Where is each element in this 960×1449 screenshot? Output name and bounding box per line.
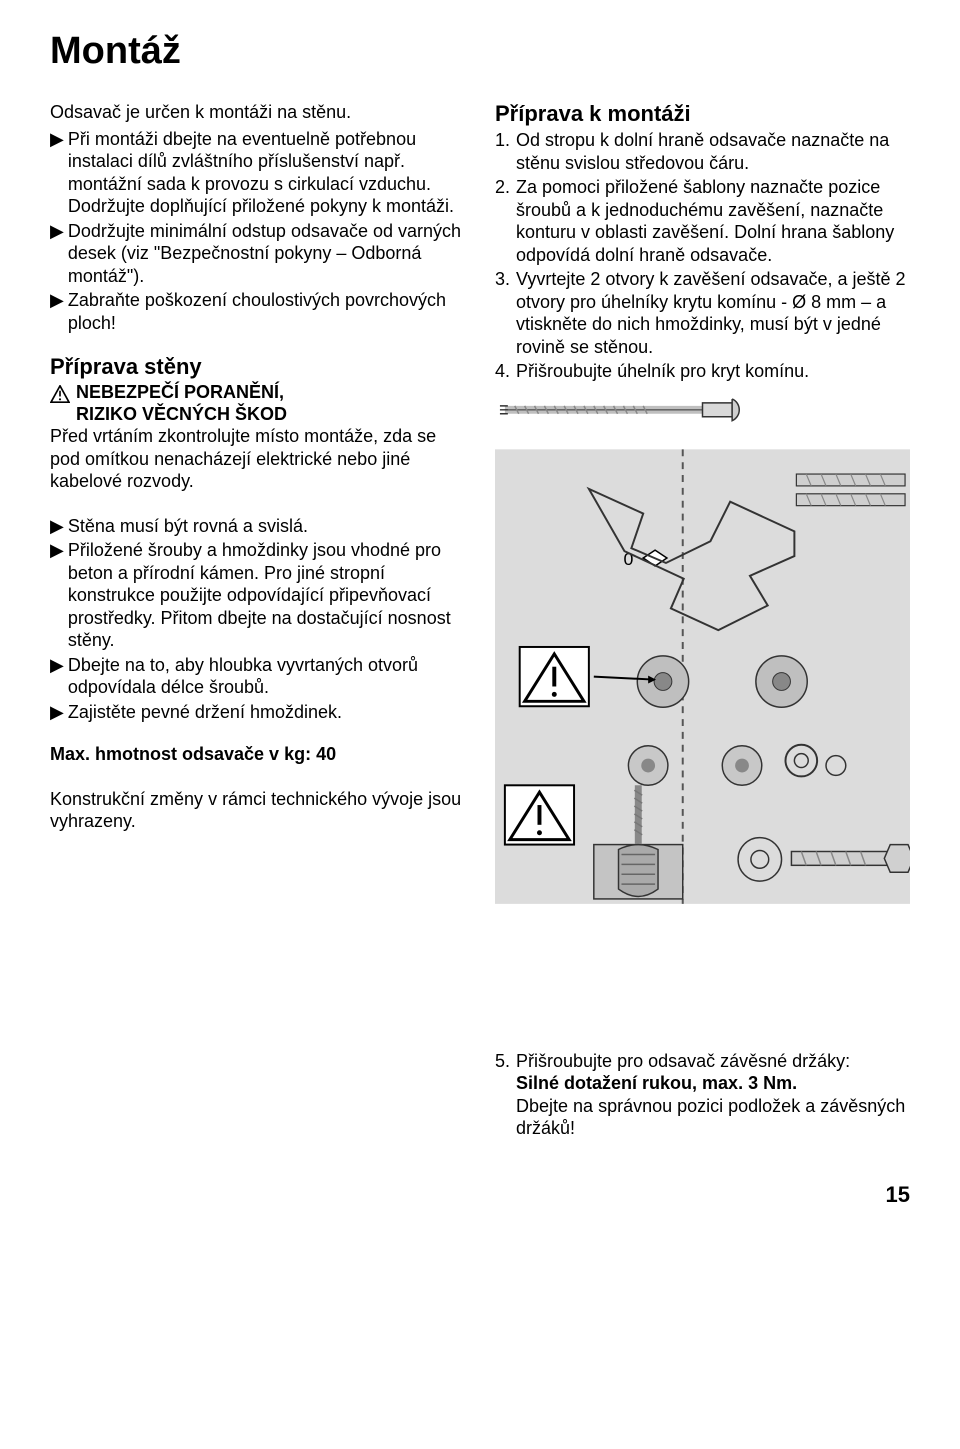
- bullet-item: ▶ Při montáži dbejte na eventuelně potře…: [50, 128, 465, 218]
- step-text: Přišroubujte úhelník pro kryt komínu.: [516, 360, 809, 383]
- bullet-item: ▶ Zabraňte poškození choulostivých povrc…: [50, 289, 465, 334]
- bullet-item: ▶ Dodržujte minimální odstup odsavače od…: [50, 220, 465, 288]
- triangle-bullet-icon: ▶: [50, 701, 64, 724]
- max-weight: Max. hmotnost odsavače v kg: 40: [50, 743, 465, 766]
- step5-rest: Dbejte na správnou pozici podložek a záv…: [516, 1096, 905, 1139]
- intro-text: Odsavač je určen k montáži na stěnu.: [50, 101, 465, 124]
- step-text: Přišroubujte pro odsavač závěsné držáky:…: [516, 1050, 910, 1140]
- page-number: 15: [50, 1182, 910, 1208]
- triangle-bullet-icon: ▶: [50, 515, 64, 538]
- mounting-diagram-icon: 0: [495, 395, 910, 1027]
- bullet-item: ▶ Stěna musí být rovná a svislá.: [50, 515, 465, 538]
- step-number: 2.: [495, 176, 510, 266]
- step-text: Vyvrtejte 2 otvory k zavěšení odsavače, …: [516, 268, 910, 358]
- bullet-text: Dbejte na to, aby hloubka vyvrtaných otv…: [68, 654, 465, 699]
- mounting-illustration: 0: [495, 395, 910, 1032]
- bullet-item: ▶ Přiložené šrouby a hmoždinky jsou vhod…: [50, 539, 465, 652]
- design-change-note: Konstrukční změny v rámci technického vý…: [50, 788, 465, 833]
- triangle-bullet-icon: ▶: [50, 128, 64, 151]
- step-item: 5. Přišroubujte pro odsavač závěsné držá…: [495, 1050, 910, 1140]
- warning-row: NEBEZPEČÍ PORANĚNÍ, RIZIKO VĚCNÝCH ŠKOD: [50, 382, 465, 425]
- page-title: Montáž: [50, 30, 910, 73]
- step5-intro: Přišroubujte pro odsavač závěsné držáky:: [516, 1051, 850, 1071]
- bullet-text: Stěna musí být rovná a svislá.: [68, 515, 308, 538]
- step-number: 4.: [495, 360, 510, 383]
- warning-line-1: NEBEZPEČÍ PORANĚNÍ,: [76, 382, 287, 404]
- step-item: 3. Vyvrtejte 2 otvory k zavěšení odsavač…: [495, 268, 910, 358]
- step-item: 1. Od stropu k dolní hraně odsavače nazn…: [495, 129, 910, 174]
- step-item: 4. Přišroubujte úhelník pro kryt komínu.: [495, 360, 910, 383]
- bullet-text: Přiložené šrouby a hmoždinky jsou vhodné…: [68, 539, 465, 652]
- bullet-text: Při montáži dbejte na eventuelně potřebn…: [68, 128, 465, 218]
- step-item: 2. Za pomoci přiložené šablony naznačte …: [495, 176, 910, 266]
- bullet-text: Zabraňte poškození choulostivých povrcho…: [68, 289, 465, 334]
- triangle-bullet-icon: ▶: [50, 220, 64, 243]
- bullet-text: Zajistěte pevné držení hmoždinek.: [68, 701, 342, 724]
- wall-prep-heading: Příprava stěny: [50, 354, 465, 380]
- right-column: Příprava k montáži 1. Od stropu k dolní …: [495, 101, 910, 1142]
- triangle-bullet-icon: ▶: [50, 539, 64, 562]
- two-column-layout: Odsavač je určen k montáži na stěnu. ▶ P…: [50, 101, 910, 1142]
- triangle-bullet-icon: ▶: [50, 654, 64, 677]
- bullet-item: ▶ Zajistěte pevné držení hmoždinek.: [50, 701, 465, 724]
- step-text: Od stropu k dolní hraně odsavače naznačt…: [516, 129, 910, 174]
- warning-triangle-icon: [50, 385, 70, 403]
- step-number: 5.: [495, 1050, 510, 1140]
- step-number: 3.: [495, 268, 510, 358]
- triangle-bullet-icon: ▶: [50, 289, 64, 312]
- left-column: Odsavač je určen k montáži na stěnu. ▶ P…: [50, 101, 465, 1142]
- step-text: Za pomoci přiložené šablony naznačte poz…: [516, 176, 910, 266]
- mounting-prep-heading: Příprava k montáži: [495, 101, 910, 127]
- wall-prep-text: Před vrtáním zkontrolujte místo montáže,…: [50, 425, 465, 493]
- bullet-item: ▶ Dbejte na to, aby hloubka vyvrtaných o…: [50, 654, 465, 699]
- step5-bold: Silné dotažení rukou, max. 3 Nm.: [516, 1073, 797, 1093]
- step-number: 1.: [495, 129, 510, 174]
- warning-line-2: RIZIKO VĚCNÝCH ŠKOD: [76, 404, 287, 426]
- bullet-text: Dodržujte minimální odstup odsavače od v…: [68, 220, 465, 288]
